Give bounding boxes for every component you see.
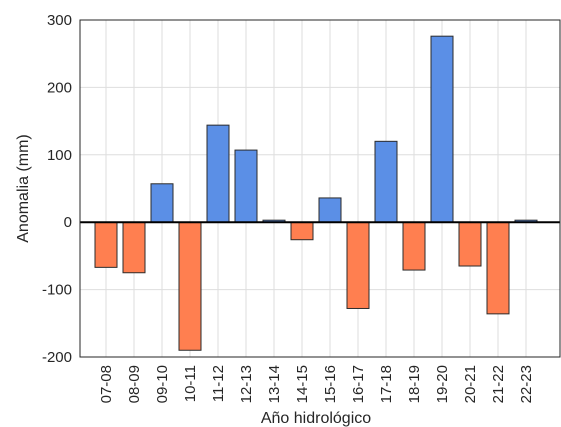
x-tick-label: 18-19 bbox=[406, 365, 423, 403]
x-tick-label: 13-14 bbox=[266, 365, 283, 403]
bar-14-15 bbox=[290, 221, 314, 241]
bar-19-20 bbox=[430, 35, 454, 223]
x-tick-label: 09-10 bbox=[154, 365, 171, 403]
bar-11-12 bbox=[206, 124, 230, 223]
bar-21-22 bbox=[486, 221, 510, 315]
x-tick-label: 20-21 bbox=[462, 365, 479, 403]
bar-15-16 bbox=[318, 197, 342, 223]
y-tick-label: -200 bbox=[42, 349, 72, 366]
bar-16-17 bbox=[346, 221, 370, 309]
x-tick-label: 19-20 bbox=[434, 365, 451, 403]
x-tick-label: 11-12 bbox=[210, 365, 227, 402]
x-tick-label: 22-23 bbox=[518, 365, 535, 403]
x-tick-label: 21-22 bbox=[490, 365, 507, 403]
plot-frame bbox=[79, 19, 561, 358]
x-tick-label: 15-16 bbox=[322, 365, 339, 403]
y-tick-label: -100 bbox=[42, 282, 72, 299]
bar-09-10 bbox=[150, 183, 174, 223]
y-tick-label: 200 bbox=[47, 79, 72, 96]
bar-12-13 bbox=[234, 149, 258, 223]
y-axis-label: Anomalia (mm) bbox=[15, 134, 32, 242]
bar-08-09 bbox=[122, 221, 146, 274]
y-tick-label: 100 bbox=[47, 147, 72, 164]
bar-10-11 bbox=[178, 221, 202, 351]
bar-17-18 bbox=[374, 140, 398, 223]
x-tick-label: 12-13 bbox=[238, 365, 255, 403]
x-tick-label: 14-15 bbox=[294, 365, 311, 403]
y-tick-label: 300 bbox=[47, 12, 72, 29]
x-tick-label: 08-09 bbox=[126, 365, 143, 403]
x-tick-label: 16-17 bbox=[350, 365, 367, 403]
y-tick-label: 0 bbox=[64, 214, 72, 231]
x-tick-label: 17-18 bbox=[378, 365, 395, 403]
x-tick-label: 07-08 bbox=[98, 365, 115, 403]
x-axis-label: Año hidrológico bbox=[261, 410, 371, 427]
x-tick-label: 10-11 bbox=[182, 365, 199, 402]
bar-07-08 bbox=[94, 221, 118, 268]
x-axis-ticks: 07-08 08-09 09-10 10-11 11-12 12-13 13-14 14-15… bbox=[98, 365, 535, 403]
bars bbox=[94, 35, 538, 351]
y-axis-ticks: -200 -100 0 100 200 300 bbox=[42, 12, 72, 366]
bar-20-21 bbox=[458, 221, 482, 267]
bar-18-19 bbox=[402, 221, 426, 271]
